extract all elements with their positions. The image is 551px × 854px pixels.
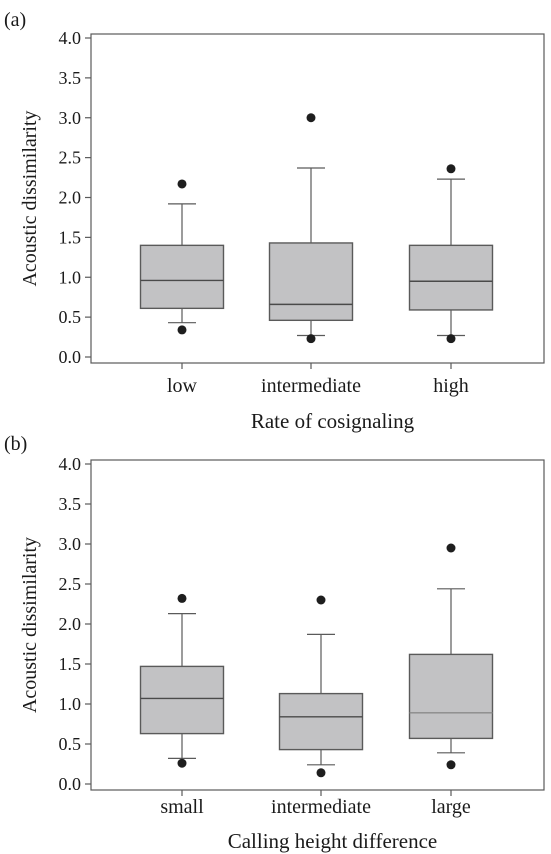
y-tick-label: 3.0 [59, 108, 82, 128]
plot-frame [90, 459, 545, 791]
y-tick-label: 2.5 [59, 148, 82, 168]
box-large [408, 653, 494, 740]
box-small [139, 665, 225, 735]
outlier-point [306, 113, 316, 123]
box-low [139, 244, 225, 310]
y-tick-label: 1.0 [59, 694, 82, 714]
outlier-point [316, 595, 326, 605]
outlier-point [177, 593, 187, 603]
outlier-point [446, 543, 456, 553]
y-tick-label: 3.5 [59, 494, 82, 514]
y-tick-label: 4.0 [59, 28, 82, 48]
outlier-point [446, 164, 456, 174]
y-axis-label: Acoustic dissimilarity [19, 110, 41, 286]
y-tick-label: 1.5 [59, 227, 82, 247]
y-tick-label: 1.0 [59, 267, 82, 287]
x-tick-label: high [433, 375, 469, 397]
y-tick-label: 0.5 [59, 734, 82, 754]
outlier-point [446, 334, 456, 344]
outlier-point [177, 758, 187, 768]
x-tick-label: small [160, 796, 204, 818]
x-tick-label: large [431, 796, 471, 818]
box-high [408, 244, 494, 311]
y-axis-label: Acoustic dissimilarity [19, 537, 41, 713]
y-tick-label: 0.0 [59, 774, 82, 794]
x-axis-label: Calling height difference [228, 829, 438, 853]
y-tick-label: 0.5 [59, 307, 82, 327]
x-axis-label: Rate of cosignaling [251, 409, 415, 433]
y-tick-label: 2.0 [59, 188, 82, 208]
x-tick-label: low [167, 375, 198, 397]
outlier-point [177, 179, 187, 189]
box-intermediate [268, 242, 354, 322]
panel-label: (a) [4, 9, 26, 31]
y-tick-label: 3.5 [59, 68, 82, 88]
x-tick-label: intermediate [261, 375, 361, 397]
y-tick-label: 2.5 [59, 574, 82, 594]
outlier-point [446, 760, 456, 770]
y-tick-label: 4.0 [59, 454, 82, 474]
panel-label: (b) [4, 433, 27, 455]
box-intermediate [278, 692, 364, 751]
y-tick-label: 3.0 [59, 534, 82, 554]
outlier-point [177, 325, 187, 335]
plot-frame [90, 33, 545, 364]
y-tick-label: 1.5 [59, 654, 82, 674]
x-tick-label: intermediate [271, 796, 371, 818]
y-tick-label: 0.0 [59, 347, 82, 367]
outlier-point [306, 334, 316, 344]
outlier-point [316, 768, 326, 778]
y-tick-label: 2.0 [59, 614, 82, 634]
